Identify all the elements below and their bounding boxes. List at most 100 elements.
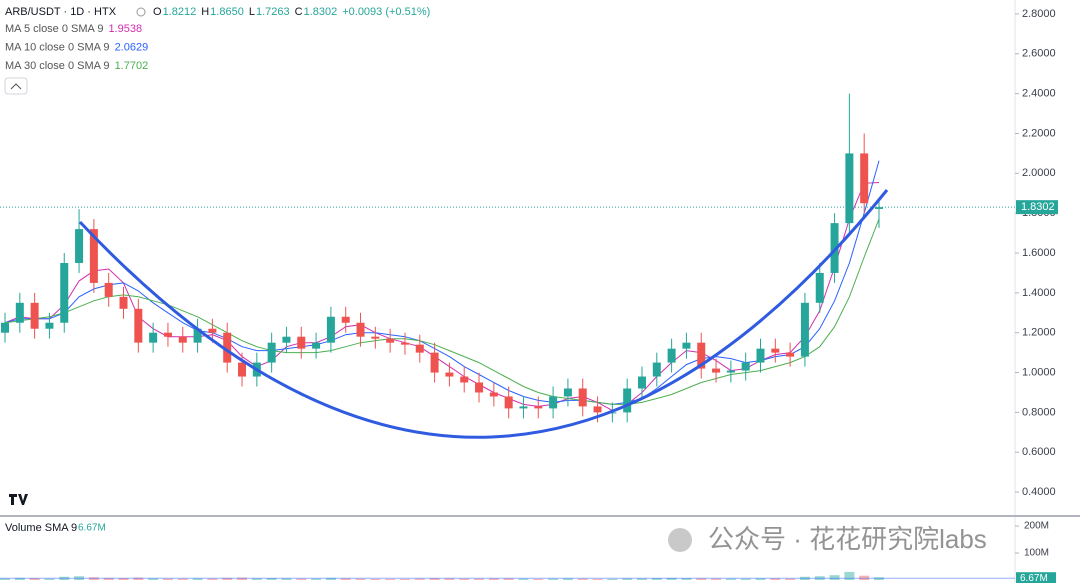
volume-bar bbox=[755, 578, 766, 580]
volume-bar bbox=[281, 578, 292, 580]
ohlc-value: 1.8302 bbox=[304, 6, 338, 18]
last-price-badge bbox=[1016, 200, 1058, 215]
y-tick-label: 0.8000 bbox=[1022, 406, 1056, 418]
volume-bar bbox=[251, 578, 262, 580]
ma-name: MA 30 close 0 SMA 9 bbox=[5, 60, 110, 72]
volume-bar bbox=[459, 578, 470, 580]
volume-bar bbox=[548, 578, 559, 580]
candle-body bbox=[60, 262, 69, 323]
volume-bar bbox=[636, 578, 647, 580]
volume-bar bbox=[770, 578, 781, 580]
status-dot bbox=[136, 7, 146, 17]
volume-bar bbox=[192, 578, 203, 580]
candle-body bbox=[504, 396, 513, 409]
volume-bar bbox=[533, 578, 544, 580]
candle-body bbox=[667, 348, 676, 363]
drawn-curve bbox=[78, 189, 889, 439]
candle-body bbox=[741, 362, 750, 371]
volume-badge bbox=[1016, 572, 1056, 583]
candle-body bbox=[386, 338, 395, 343]
volume-bar bbox=[622, 578, 633, 580]
candle-body bbox=[400, 342, 409, 345]
volume-bar bbox=[385, 578, 396, 580]
candle-body bbox=[623, 388, 632, 413]
candle-body bbox=[860, 153, 869, 204]
volume-bar bbox=[133, 577, 144, 580]
y-tick-label: 2.0000 bbox=[1022, 167, 1056, 179]
volume-bar bbox=[681, 578, 692, 580]
tv-logo bbox=[9, 494, 28, 505]
candle-body bbox=[637, 376, 646, 389]
y-tick-label: 1.0000 bbox=[1022, 366, 1056, 378]
candle-body bbox=[30, 302, 39, 329]
volume-bar bbox=[844, 571, 855, 580]
y-tick-label: 0.4000 bbox=[1022, 486, 1056, 498]
volume-bar bbox=[592, 578, 603, 580]
volume-bar bbox=[725, 578, 736, 580]
volume-bar bbox=[785, 578, 796, 580]
volume-bar bbox=[325, 577, 336, 580]
candle-body bbox=[119, 296, 128, 309]
candle-body bbox=[267, 342, 276, 363]
candle-body bbox=[875, 207, 883, 209]
volume-legend: Volume SMA 9 bbox=[5, 522, 77, 534]
volume-sma-value: 6.67M bbox=[78, 523, 106, 534]
ma-value: 2.0629 bbox=[115, 41, 149, 53]
volume-bar bbox=[237, 577, 248, 580]
volume-bar bbox=[296, 578, 307, 580]
candle-body bbox=[149, 332, 158, 343]
volume-bar bbox=[711, 578, 722, 580]
y-tick-label: 1.6000 bbox=[1022, 247, 1056, 259]
ohlc-key: H bbox=[201, 6, 209, 18]
volume-bar bbox=[148, 578, 159, 580]
candle-body bbox=[104, 282, 113, 297]
collapse-button[interactable] bbox=[4, 77, 28, 95]
y-tick-label: 2.6000 bbox=[1022, 48, 1056, 60]
candle-body bbox=[45, 322, 54, 329]
candle-body bbox=[460, 376, 469, 383]
volume-bar bbox=[474, 578, 485, 580]
candle-body bbox=[415, 344, 424, 353]
volume-bar bbox=[488, 578, 499, 580]
candle-body bbox=[830, 223, 839, 273]
volume-bar bbox=[414, 578, 425, 580]
volume-bar bbox=[0, 578, 10, 580]
y-tick-label: 1.4000 bbox=[1022, 287, 1056, 299]
candle-body bbox=[549, 396, 558, 409]
candle-body bbox=[163, 332, 172, 337]
y-tick-label: 1.2000 bbox=[1022, 327, 1056, 339]
ohlc-key: C bbox=[295, 6, 303, 18]
candle-body bbox=[223, 332, 232, 363]
volume-bar bbox=[266, 578, 277, 580]
candle-body bbox=[712, 368, 721, 373]
candle-body bbox=[89, 229, 98, 283]
candle-body bbox=[475, 382, 484, 393]
candle-body bbox=[815, 272, 824, 303]
volume-tick-label: 200M bbox=[1024, 521, 1049, 532]
candle-body bbox=[134, 308, 143, 343]
candle-body bbox=[786, 352, 795, 357]
candle-body bbox=[178, 336, 187, 343]
candle-body bbox=[297, 336, 306, 349]
ma-line bbox=[4, 182, 880, 411]
ohlc-key: L bbox=[249, 6, 255, 18]
y-tick-label: 2.8000 bbox=[1022, 8, 1056, 20]
candle-body bbox=[445, 372, 454, 377]
volume-bar bbox=[29, 578, 40, 580]
volume-bar bbox=[696, 578, 707, 580]
candle-body bbox=[238, 362, 247, 377]
ohlc-value: 1.7263 bbox=[256, 6, 290, 18]
candle-body bbox=[282, 336, 291, 343]
y-tick-label: 2.4000 bbox=[1022, 88, 1056, 100]
volume-bar bbox=[44, 578, 55, 580]
volume-bar bbox=[518, 578, 529, 580]
volume-bar bbox=[577, 578, 588, 580]
candle-body bbox=[519, 406, 528, 409]
candle-body bbox=[652, 362, 661, 377]
candle-body bbox=[326, 316, 335, 343]
ohlc-value: 1.8212 bbox=[163, 6, 197, 18]
candle-body bbox=[341, 316, 350, 323]
volume-bar bbox=[14, 577, 25, 580]
